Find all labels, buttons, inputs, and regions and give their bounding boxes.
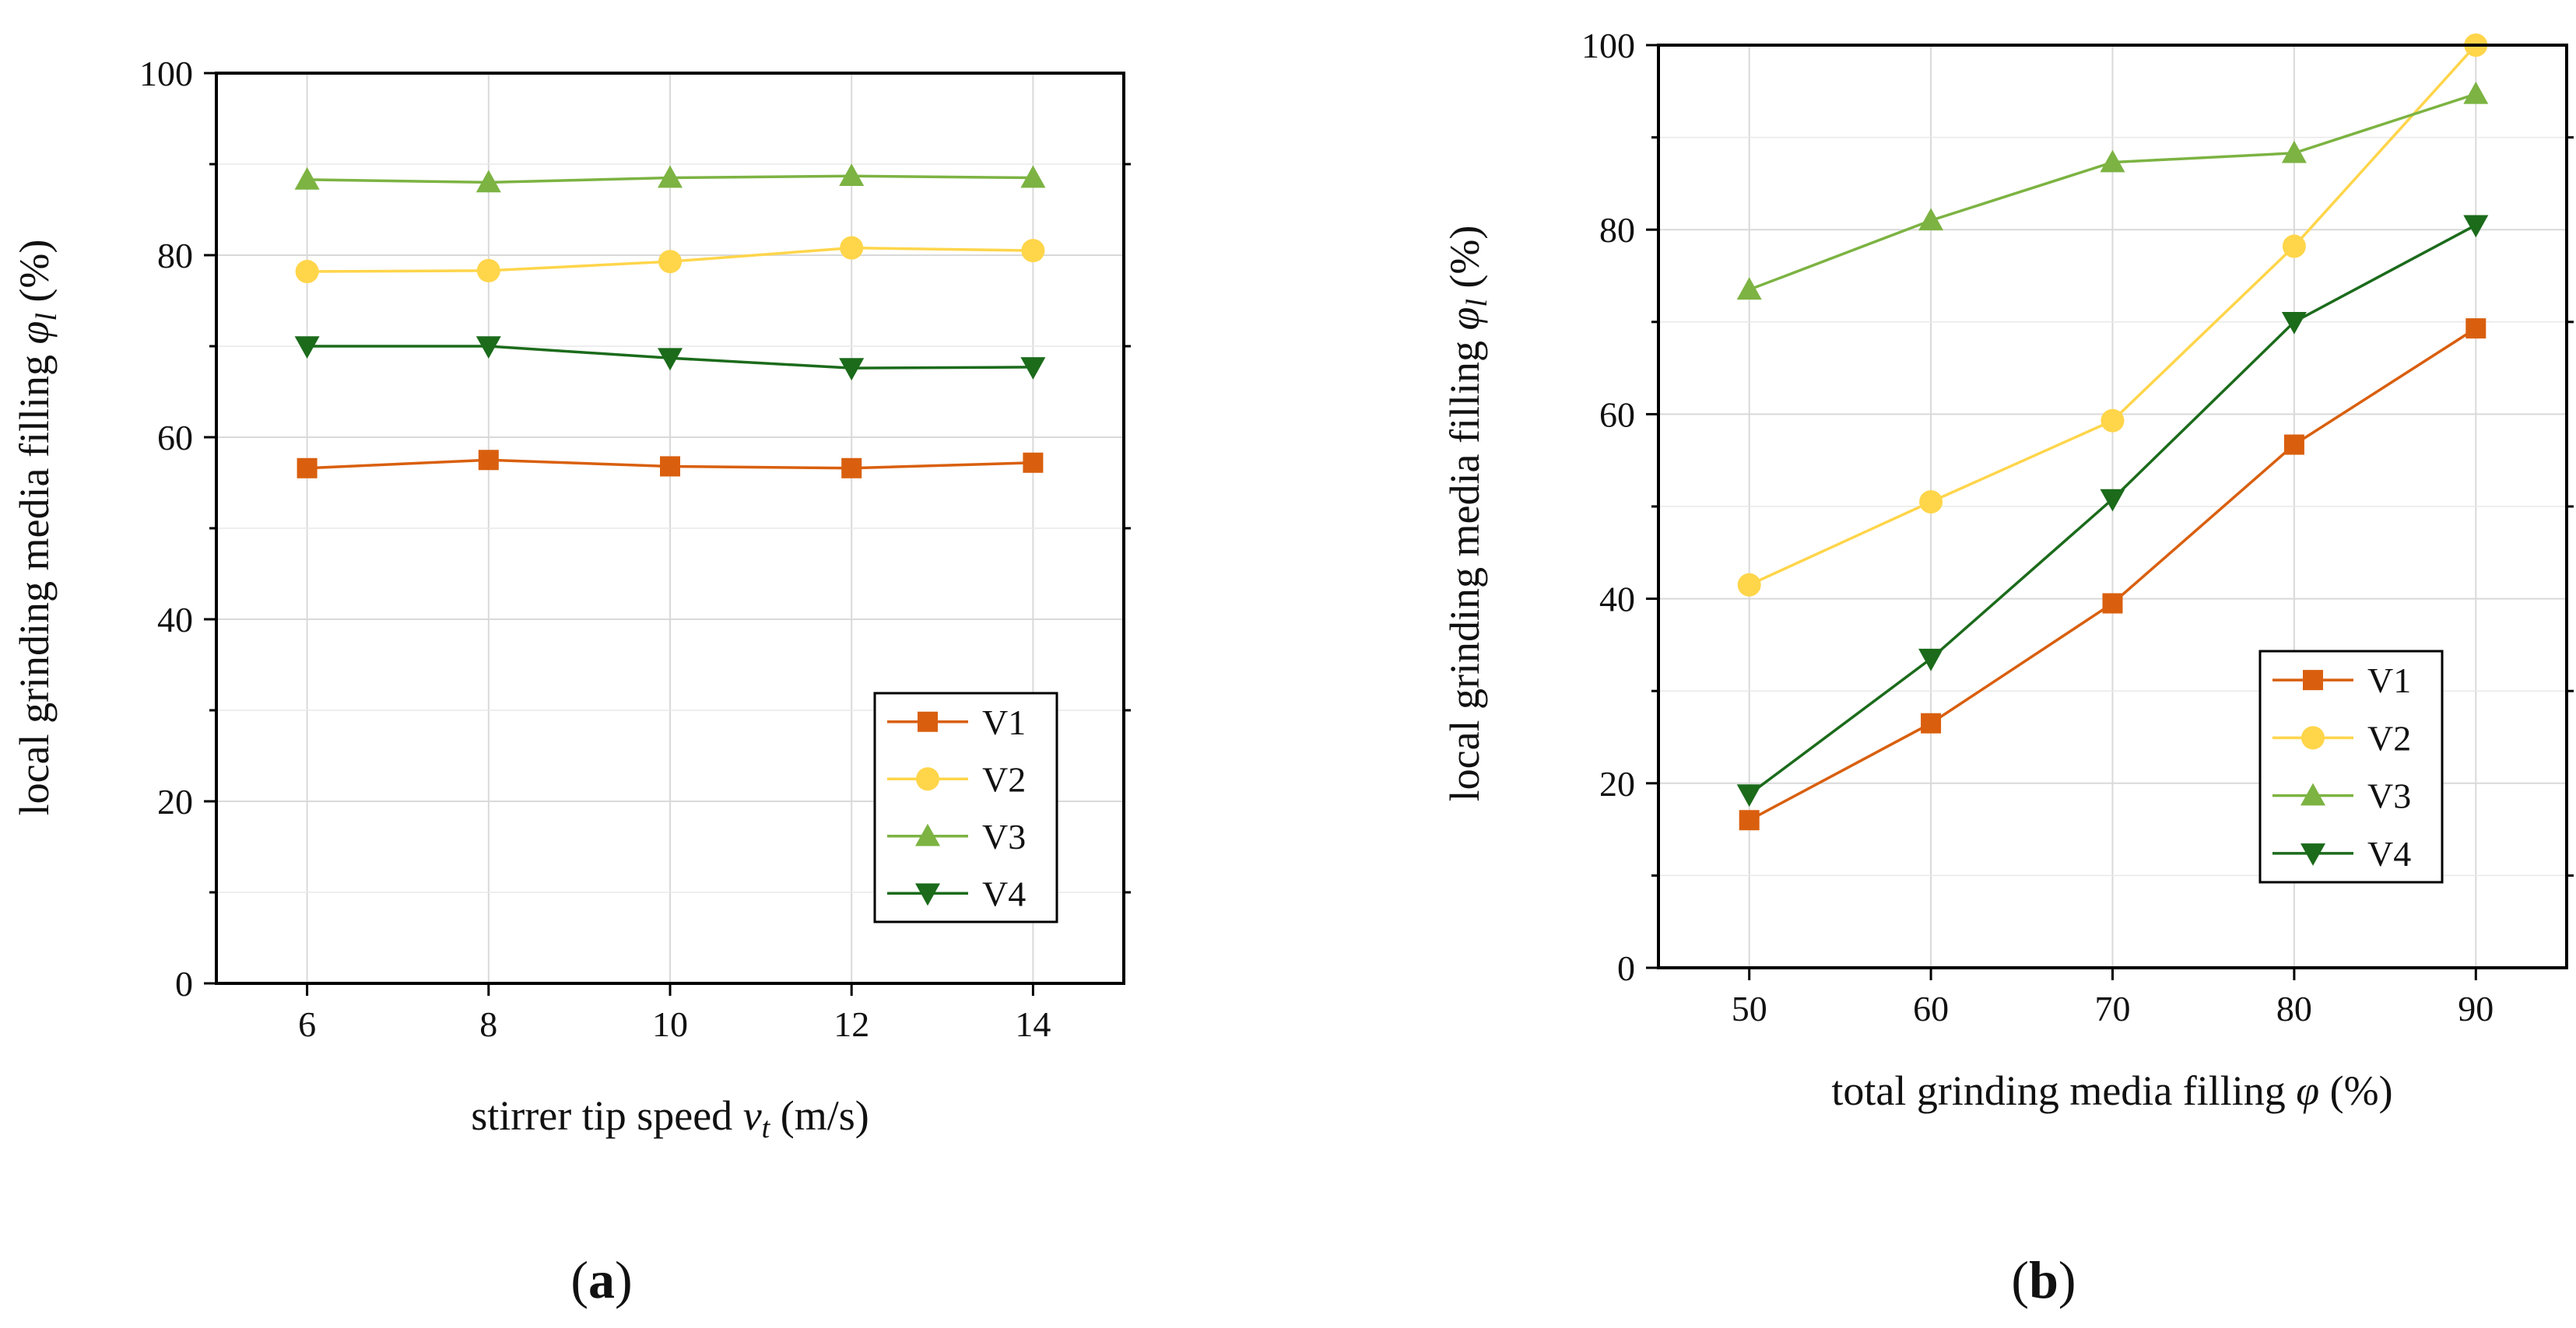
data-point-v3 [658,165,683,188]
legend-box [2258,650,2444,884]
data-point-v4 [2281,312,2307,335]
data-point-v2 [295,260,319,284]
data-point-v1 [2465,318,2487,339]
chart-panel-a: 6 8 10 12 14 0 20 40 60 80 100 V1 V2 V3 V4 stirrer tip … [11,54,1131,1309]
x-tick-label: 10 [652,1004,688,1044]
legend-label: V2 [2367,718,2411,758]
legend-box [873,692,1058,923]
chart-panel-b: 50 60 70 80 90 0 20 40 60 80 100 V1 V2 V3 V4 total grin… [1441,26,2574,1309]
y-tick-label: 100 [139,54,193,93]
data-point-v4 [2463,215,2489,238]
legend-marker [2301,783,2325,806]
x-tick-label: 90 [2458,989,2494,1028]
x-tick-label: 80 [2276,989,2312,1028]
data-point-v2 [658,250,682,274]
data-point-v4 [294,336,320,359]
data-point-v3 [294,166,320,190]
data-point-v2 [476,258,500,282]
data-point-v4 [2100,489,2125,512]
plot-frame [1657,44,2568,969]
y-tick-label: 60 [1599,394,1635,434]
y-tick-label: 20 [1599,764,1635,804]
data-point-v3 [2100,149,2125,173]
legend-marker [915,883,940,906]
data-point-v2 [1919,490,1943,514]
data-point-v3 [476,170,501,193]
data-point-v1 [297,457,318,478]
x-tick-label: 60 [1913,989,1949,1028]
data-point-v1 [1739,810,1760,831]
data-point-v4 [1020,357,1046,380]
data-point-v2 [1021,239,1045,263]
series-v3 [294,163,1046,193]
data-point-v1 [1921,713,1942,734]
y-axis-title: local grinding media filling φl (%) [11,240,63,816]
data-point-v1 [1023,452,1044,473]
series-v1 [1739,318,2487,831]
y-tick-label: 0 [1617,948,1635,988]
data-point-v1 [2283,434,2304,455]
data-point-v3 [1020,165,1046,188]
data-point-v4 [476,336,501,359]
legend-marker [918,711,938,732]
series-v4 [294,336,1046,381]
data-point-v3 [1918,208,1944,231]
panel-label-a: (a) [570,1250,632,1309]
series-v1 [297,450,1044,478]
legend: V1 V2 V3 V4 [2258,650,2444,884]
series-v2 [295,236,1045,284]
data-point-v4 [839,358,865,381]
data-point-v4 [1918,648,1944,671]
panel-label-b: (b) [2011,1250,2076,1309]
legend-label: V3 [2367,776,2411,816]
legend-marker [915,823,940,846]
y-axis-title: local grinding media filling φl (%) [1441,226,1493,802]
legend-label: V1 [2367,660,2411,700]
data-point-v2 [840,236,864,260]
x-tick-label: 50 [1732,989,1767,1028]
data-point-v1 [841,457,862,478]
y-tick-label: 100 [1581,26,1635,65]
x-tick-label: 6 [298,1004,316,1044]
data-point-v1 [2102,593,2123,614]
data-point-v3 [2281,140,2307,163]
y-tick-label: 40 [157,600,193,639]
legend-label: V4 [982,874,1026,913]
legend-marker [2301,843,2325,866]
y-tick-label: 40 [1599,580,1635,619]
data-point-v1 [478,450,499,471]
data-point-v4 [658,348,683,371]
legend-label: V1 [982,703,1026,742]
data-point-v2 [2100,408,2125,433]
y-tick-label: 0 [175,964,193,1004]
plot-frame [215,72,1125,985]
legend-marker [2303,670,2323,691]
legend-marker [2301,726,2325,750]
y-tick-label: 80 [1599,210,1635,250]
x-tick-label: 12 [834,1004,869,1044]
legend: V1 V2 V3 V4 [873,692,1058,923]
legend-label: V4 [2367,834,2411,874]
legend-label: V3 [982,817,1026,857]
x-tick-label: 70 [2095,989,2131,1028]
x-axis-title: stirrer tip speed vt (m/s) [471,1092,869,1144]
x-axis-title: total grinding media filling φ (%) [1831,1067,2392,1114]
data-point-v2 [1737,573,1761,597]
legend-marker [916,767,939,791]
x-tick-label: 14 [1015,1004,1051,1044]
data-point-v3 [839,163,865,187]
data-point-v3 [2463,81,2489,104]
legend-label: V2 [982,759,1026,799]
data-point-v1 [660,456,680,477]
data-point-v3 [1736,277,1762,300]
y-tick-label: 20 [157,782,193,822]
data-point-v4 [1736,784,1762,808]
series-v3 [1736,81,2489,300]
y-tick-label: 60 [157,418,193,457]
x-tick-label: 8 [479,1004,497,1044]
y-tick-label: 80 [157,236,193,275]
series-v4 [1736,215,2489,808]
data-point-v2 [2282,234,2306,258]
